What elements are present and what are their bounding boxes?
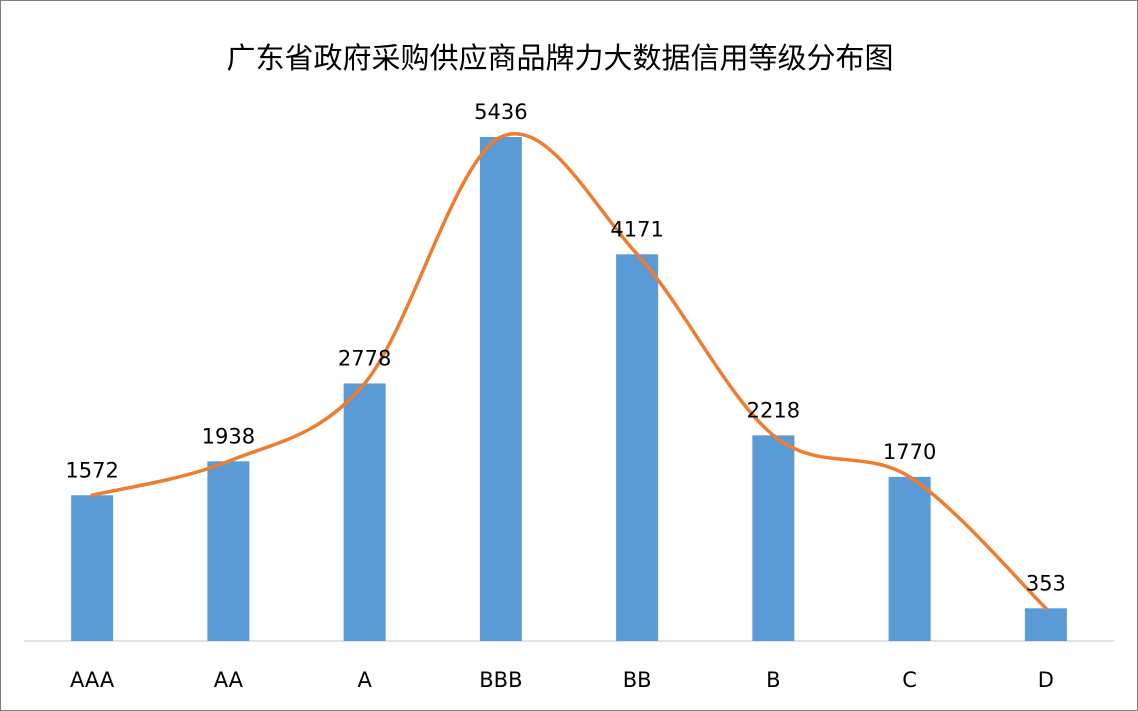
data-label: 1770 bbox=[883, 440, 936, 464]
x-tick-label: BBB bbox=[479, 668, 522, 692]
data-label: 1572 bbox=[65, 458, 118, 482]
x-tick-label: AAA bbox=[70, 668, 115, 692]
bar bbox=[207, 461, 250, 641]
chart-title: 广东省政府采购供应商品牌力大数据信用等级分布图 bbox=[226, 41, 893, 75]
data-label: 2218 bbox=[747, 398, 800, 422]
x-tick-label: C bbox=[902, 668, 917, 692]
bar bbox=[479, 137, 522, 641]
bar bbox=[1024, 608, 1067, 641]
bar bbox=[616, 254, 659, 641]
data-label: 353 bbox=[1026, 571, 1066, 595]
x-tick-label: A bbox=[357, 668, 372, 692]
x-tick-label: BB bbox=[623, 668, 652, 692]
data-label: 1938 bbox=[202, 424, 255, 448]
x-tick-label: B bbox=[766, 668, 780, 692]
bar bbox=[888, 476, 931, 641]
bar bbox=[343, 383, 386, 641]
data-label: 4171 bbox=[610, 217, 663, 241]
trend-line bbox=[90, 132, 1048, 611]
data-label: 2778 bbox=[338, 346, 391, 370]
x-tick-label: D bbox=[1038, 668, 1054, 692]
x-tick-label: AA bbox=[214, 668, 244, 692]
bar bbox=[71, 495, 114, 641]
data-label: 5436 bbox=[474, 100, 527, 124]
bar bbox=[752, 435, 795, 641]
